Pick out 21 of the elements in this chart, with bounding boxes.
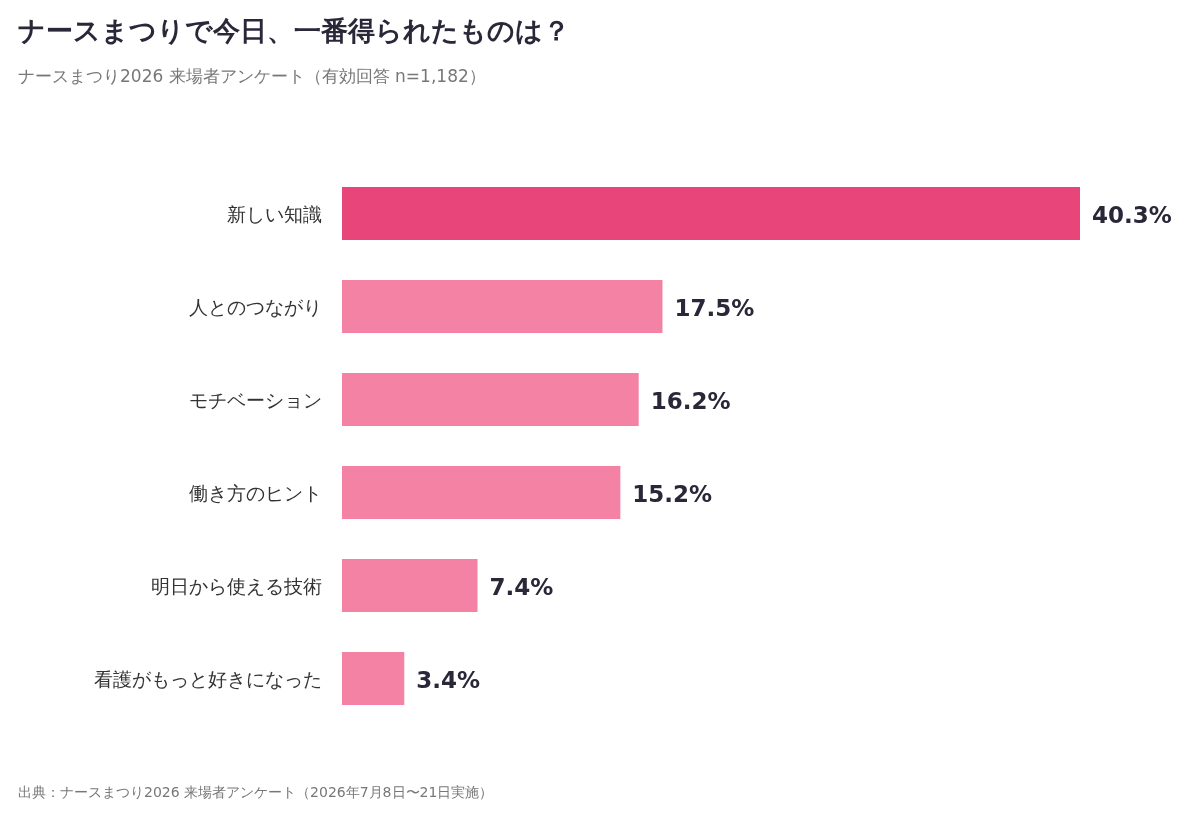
bar <box>342 466 621 519</box>
data-label: 16.2% <box>650 387 731 414</box>
chart-title: ナースまつりで今日、一番得られたものは？ <box>18 15 570 46</box>
data-label: 15.2% <box>632 480 713 507</box>
source-note: 出典：ナースまつり2026 来場者アンケート（2026年7月8日〜21日実施） <box>18 784 494 800</box>
data-label: 3.4% <box>416 666 481 693</box>
y-tick-label: 明日から使える技術 <box>151 574 322 597</box>
bar <box>342 280 663 333</box>
chart-subtitle: ナースまつり2026 来場者アンケート（有効回答 n=1,182） <box>18 66 486 86</box>
bar <box>342 187 1080 240</box>
bar <box>342 652 405 705</box>
y-tick-label: 人とのつながり <box>189 295 322 318</box>
y-tick-label: 看護がもっと好きになった <box>94 667 322 690</box>
data-label: 7.4% <box>489 573 554 600</box>
data-label: 17.5% <box>674 294 755 321</box>
y-tick-label: 新しい知識 <box>227 202 322 225</box>
data-label: 40.3% <box>1092 201 1172 228</box>
y-tick-label: モチベーション <box>189 388 322 411</box>
bar <box>342 559 478 612</box>
bar <box>342 373 639 426</box>
y-tick-label: 働き方のヒント <box>189 481 322 504</box>
